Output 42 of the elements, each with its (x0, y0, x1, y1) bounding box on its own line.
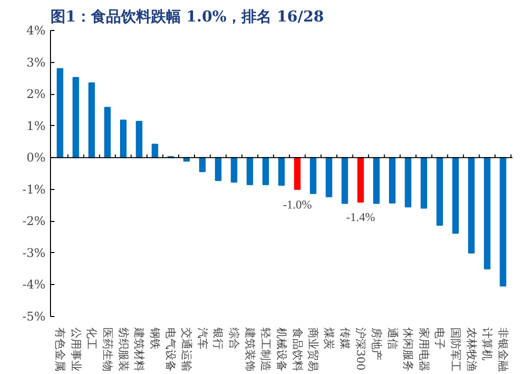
x-tick-label: 国防军工 (449, 328, 462, 372)
x-tick-label: 建筑材料 (132, 326, 146, 372)
x-tick-label: 电气设备 (164, 328, 178, 372)
y-tick-label: -1% (22, 182, 46, 196)
x-tick-label: 非银金融 (496, 328, 510, 372)
x-tick-label: 有色金属 (53, 328, 66, 372)
x-tick-label: 银行 (212, 326, 225, 350)
x-tick-label: 钢铁 (148, 326, 162, 350)
x-tick-label: 纺织服装 (116, 328, 130, 372)
y-tick-label: 4% (26, 24, 46, 38)
y-tick-label: -5% (22, 310, 46, 324)
x-tick-label: 综合 (228, 328, 241, 350)
x-tick-label: 电子 (433, 328, 446, 350)
x-tick-label: 汽车 (196, 328, 209, 350)
y-tick-label: 3% (26, 55, 46, 70)
x-tick-label: 化工 (85, 328, 98, 350)
x-tick-label: 计算机 (480, 328, 494, 360)
x-tick-label: 交通运输 (180, 328, 194, 372)
x-tick-label: 公用事业 (69, 328, 82, 372)
y-tick-label: 1% (26, 118, 46, 133)
chart-title: 图1：食品饮料跌幅 1.0%，排名 16/28 (50, 8, 324, 26)
x-tick-label: 休闲服务 (402, 328, 415, 372)
x-tick-label: 机械设备 (275, 328, 288, 372)
x-tick-label: 医药生物 (100, 328, 114, 372)
y-tick-label: 2% (26, 87, 46, 102)
x-tick-label: 家用电器 (417, 328, 430, 372)
y-tick-label: -4% (22, 278, 46, 292)
x-tick-label: 食品饮料 (290, 328, 304, 372)
y-tick-label: 0% (26, 150, 46, 165)
data-label: -1.0% (282, 197, 312, 212)
x-tick-label: 建筑装饰 (243, 326, 256, 372)
y-tick-label: -3% (22, 246, 46, 260)
x-tick-label: 传媒 (338, 328, 352, 350)
x-tick-label: 轻工制造 (259, 328, 272, 372)
x-tick-label: 通信 (386, 328, 399, 350)
x-tick-label: 房地产 (370, 328, 383, 360)
y-tick-label: -2% (22, 214, 46, 228)
x-tick-label: 沪深300 (354, 328, 368, 370)
x-tick-label: 商业贸易 (306, 328, 320, 372)
x-tick-label: 煤炭 (322, 328, 336, 350)
data-label: -1.4% (346, 210, 376, 224)
x-tick-label: 农林牧渔 (464, 328, 478, 372)
